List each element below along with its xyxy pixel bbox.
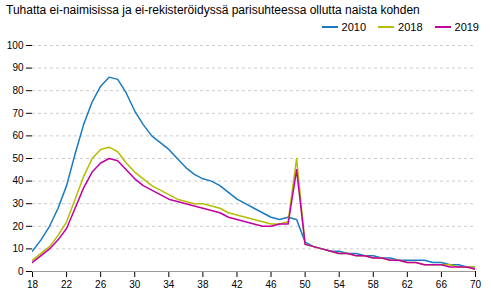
svg-text:58: 58: [368, 279, 380, 290]
svg-text:26: 26: [95, 279, 107, 290]
svg-text:50: 50: [12, 153, 24, 164]
svg-text:30: 30: [12, 198, 24, 209]
html-text:Tuhatta ei-naimisissa ja ei-re: Tuhatta ei-naimisissa ja ei-rekisteröidy…: [6, 3, 420, 17]
svg-text:34: 34: [163, 279, 175, 290]
svg-text:20: 20: [12, 221, 24, 232]
svg-text:62: 62: [402, 279, 414, 290]
svg-text:10: 10: [12, 243, 24, 254]
html-text:2010: 2010: [341, 21, 366, 33]
html-text:2018: 2018: [398, 21, 423, 33]
svg-text:70: 70: [12, 108, 24, 119]
svg-text:90: 90: [12, 62, 24, 73]
svg-text:30: 30: [129, 279, 141, 290]
svg-text:18: 18: [27, 279, 39, 290]
svg-text:22: 22: [61, 279, 73, 290]
svg-text:50: 50: [300, 279, 312, 290]
svg-text:70: 70: [470, 279, 482, 290]
html-text:2019: 2019: [454, 21, 479, 33]
svg-text:46: 46: [265, 279, 277, 290]
svg-text:100: 100: [7, 40, 24, 51]
svg-text:0: 0: [18, 266, 24, 277]
svg-text:40: 40: [12, 175, 24, 186]
svg-text:80: 80: [12, 85, 24, 96]
svg-text:66: 66: [436, 279, 448, 290]
svg-text:38: 38: [197, 279, 209, 290]
svg-text:60: 60: [12, 130, 24, 141]
svg-text:42: 42: [231, 279, 243, 290]
svg-text:54: 54: [334, 279, 346, 290]
